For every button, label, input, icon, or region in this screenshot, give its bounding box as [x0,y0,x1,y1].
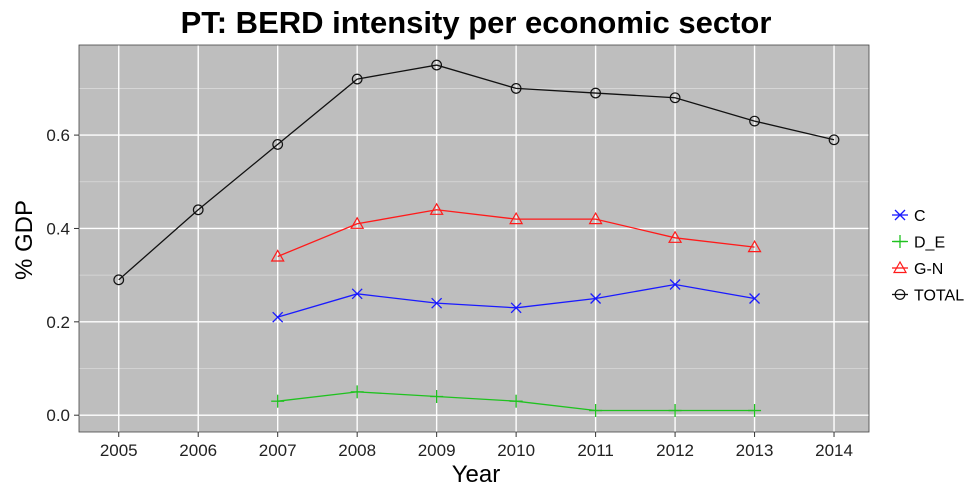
data-point-d-e [509,394,523,408]
legend-label: TOTAL [914,288,964,305]
data-point-total [113,274,125,286]
legend-item-d-e: D_E [892,235,945,252]
x-tick-label: 2010 [497,441,535,460]
data-point-c [669,279,681,290]
data-point-total [351,73,363,85]
data-point-c [510,302,522,314]
legend-label: G-N [914,261,943,278]
data-point-total [192,204,204,216]
data-point-c [749,293,761,304]
x-tick-label: 2009 [418,441,456,460]
data-point-g-n [747,239,762,253]
series-line-g-n [277,209,755,258]
data-point-total [669,92,681,104]
legend-key-marker [893,235,907,248]
data-point-c [351,288,363,300]
legend-key-marker [892,260,908,274]
x-axis-ticks: 2005 2006 2007 2008 2009 2010 2011 2012 2013 2014 [100,432,853,460]
legend-label: C [914,208,926,225]
data-point-total [828,134,840,146]
data-point-total [590,87,601,99]
data-point-g-n [270,249,285,262]
data-point-d-e [350,385,364,399]
x-tick-label: 2006 [179,441,217,460]
y-tick-label: 0.6 [46,126,70,145]
y-tick-label: 0.2 [46,313,70,332]
data-point-c [590,293,602,304]
legend-key-marker [894,289,906,300]
data-point-g-n [509,211,524,225]
data-point-d-e [430,390,444,404]
data-point-g-n [588,211,603,225]
x-tick-label: 2013 [736,441,774,460]
x-tick-label: 2005 [100,441,138,460]
series-line-total [118,64,835,281]
x-tick-label: 2014 [815,441,853,460]
x-tick-label: 2011 [577,441,614,460]
panel-background [79,45,869,432]
panel-border [78,44,870,433]
legend-label: D_E [914,235,945,252]
data-point-total [749,115,760,127]
data-point-g-n [668,230,683,243]
data-point-c [272,311,284,323]
y-tick-label: 0.4 [46,219,70,238]
data-point-c [431,297,443,309]
y-axis-title: % GDP [11,200,38,280]
data-point-total [510,83,522,94]
plot-panel [78,44,870,433]
x-tick-label: 2008 [338,441,376,460]
y-tick-label: 0.0 [46,406,70,425]
data-point-g-n [429,202,444,215]
data-point-d-e [748,404,762,418]
legend-item-total: TOTAL [892,288,964,305]
y-axis-ticks: 0.0 0.2 0.4 0.6 [46,126,79,425]
x-axis-title: Year [452,461,501,488]
data-point-total [431,59,443,71]
data-point-total [272,139,284,150]
legend-key-marker [894,209,906,221]
data-point-d-e [668,404,682,418]
data-point-d-e [271,394,285,408]
legend-item-c: C [892,208,926,225]
x-tick-label: 2007 [259,441,297,460]
data-point-g-n [350,216,365,229]
series-group [113,59,840,418]
legend-item-g-n: G-N [892,260,943,278]
legend: C D_E G-N TOTAL [892,208,964,305]
x-tick-label: 2012 [656,441,694,460]
chart-title: PT: BERD intensity per economic sector [181,5,772,40]
data-point-d-e [589,404,603,418]
